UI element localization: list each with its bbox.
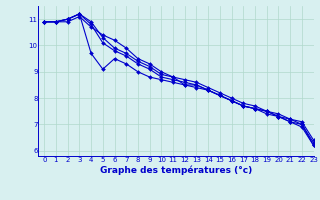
X-axis label: Graphe des températures (°c): Graphe des températures (°c) [100, 165, 252, 175]
